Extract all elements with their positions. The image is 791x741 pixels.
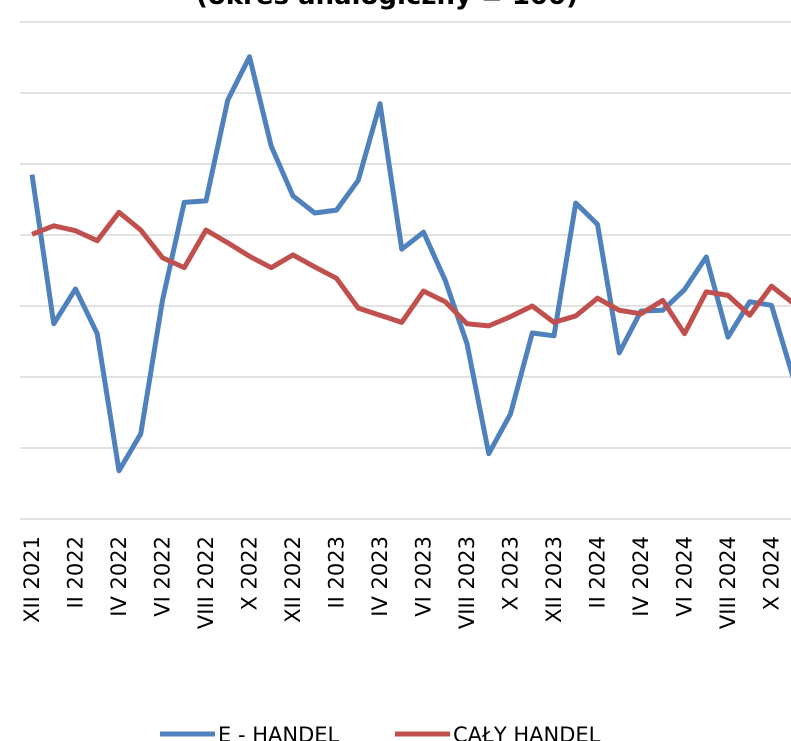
x-tick-label: VIII 2024 <box>716 536 740 629</box>
x-tick-label: II 2022 <box>64 536 88 609</box>
x-tick-label: XII 2021 <box>20 536 44 623</box>
x-tick-label: IV 2022 <box>107 536 131 617</box>
x-tick-label: II 2024 <box>586 536 610 609</box>
x-tick-label: II 2023 <box>325 536 349 609</box>
series-line <box>31 209 791 337</box>
x-tick-label: X 2022 <box>238 536 262 611</box>
x-tick-label: VI 2022 <box>151 536 175 617</box>
legend-label: E - HANDEL <box>218 723 340 741</box>
x-tick-label: VIII 2023 <box>455 536 479 629</box>
x-tick-label: XII 2023 <box>542 536 566 623</box>
x-tick-label: IV 2023 <box>368 536 392 617</box>
series-line <box>29 54 791 474</box>
chart-title: (okres analogiczny = 100) <box>196 0 578 11</box>
x-tick-label: VI 2024 <box>673 536 697 617</box>
x-tick-label: X 2023 <box>499 536 523 611</box>
x-tick-label: VI 2023 <box>412 536 436 617</box>
x-tick-label: IV 2024 <box>629 536 653 617</box>
x-tick-label: VIII 2022 <box>194 536 218 629</box>
x-tick-label: X 2024 <box>760 536 784 611</box>
x-tick-label: XII 2022 <box>281 536 305 623</box>
legend-label: CAŁY HANDEL <box>453 723 601 741</box>
